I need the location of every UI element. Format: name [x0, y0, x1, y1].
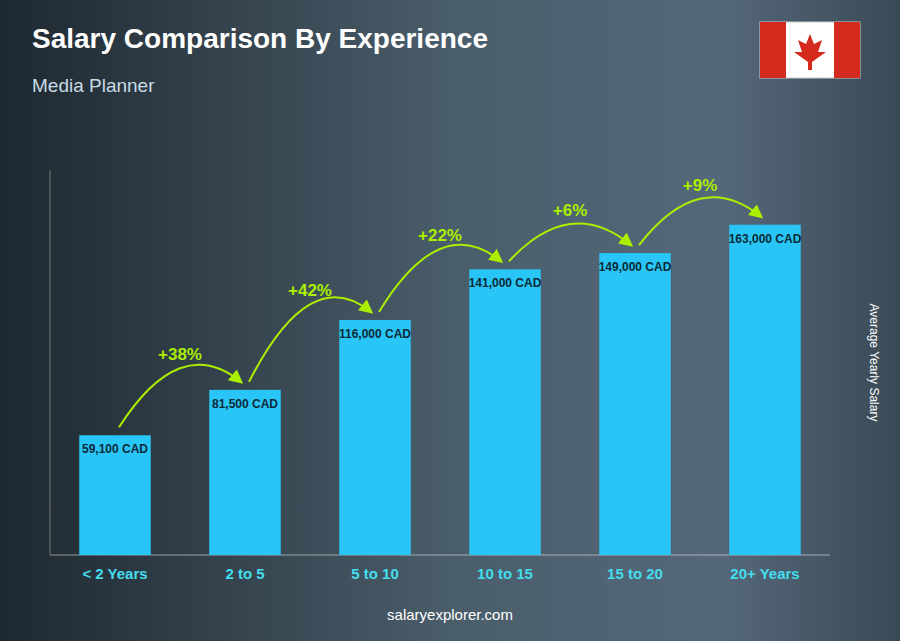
x-tick-label: 15 to 20 — [607, 565, 663, 582]
data-label: 81,500 CAD — [212, 397, 278, 411]
y-axis-label: Average Yearly Salary — [867, 304, 881, 422]
x-tick-label: 2 to 5 — [225, 565, 264, 582]
bars — [79, 225, 801, 555]
bar — [79, 435, 151, 555]
annotation: +6% — [553, 201, 588, 220]
change-arrow — [639, 197, 761, 245]
change-arrow — [119, 365, 241, 428]
x-tick-label: < 2 Years — [82, 565, 147, 582]
bar — [599, 253, 671, 555]
chart-svg: Salary Comparison By Experience Media Pla… — [0, 0, 900, 641]
watermark: salaryexplorer.com — [387, 606, 513, 623]
x-tick-label: 5 to 10 — [351, 565, 399, 582]
data-label: 116,000 CAD — [339, 327, 411, 341]
x-tick-label: 20+ Years — [730, 565, 799, 582]
y-axis-line — [50, 170, 51, 555]
change-arrow — [249, 297, 371, 382]
data-label: 163,000 CAD — [729, 232, 802, 246]
annotation: +9% — [683, 176, 718, 195]
flag — [760, 22, 860, 78]
flag-stripe — [760, 22, 786, 78]
chart-container: Salary Comparison By Experience Media Pla… — [0, 0, 900, 641]
data-label: 149,000 CAD — [599, 260, 672, 274]
x-tick-label: 10 to 15 — [477, 565, 533, 582]
change-arrow — [379, 245, 501, 312]
annotation: +42% — [288, 281, 332, 300]
x-axis-line — [50, 555, 830, 556]
subtitle: Media Planner — [32, 75, 155, 96]
bar — [469, 269, 541, 555]
bar — [339, 320, 411, 555]
annotation: +38% — [158, 345, 202, 364]
change-arrow — [509, 224, 631, 262]
data-label: 141,000 CAD — [469, 276, 542, 290]
bar — [729, 225, 801, 555]
flag-field — [760, 22, 860, 78]
annotation: +22% — [418, 226, 462, 245]
background — [0, 0, 900, 641]
bar — [209, 390, 281, 555]
title: Salary Comparison By Experience — [32, 23, 488, 54]
flag-leaf — [794, 34, 826, 70]
flag-stripe — [834, 22, 860, 78]
data-label: 59,100 CAD — [82, 442, 148, 456]
